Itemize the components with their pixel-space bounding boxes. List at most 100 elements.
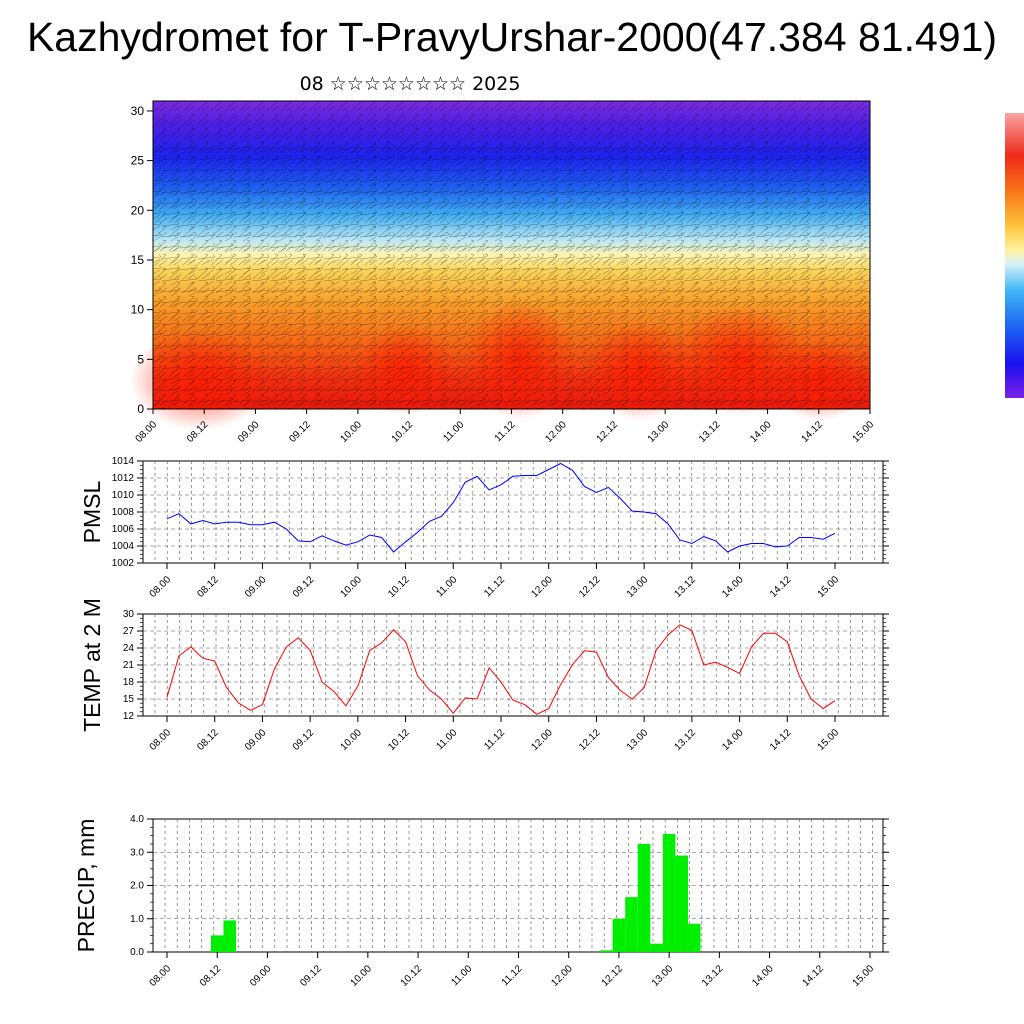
- x-tick-label: 11.12: [493, 419, 518, 444]
- y-tick-label: 1014: [112, 456, 135, 467]
- precip-bar: [210, 935, 224, 952]
- x-tick-label: 12.00: [549, 963, 575, 989]
- y-tick-label: 15: [123, 694, 135, 705]
- x-tick-label: 13.00: [625, 727, 651, 753]
- x-tick-label: 14.00: [720, 727, 746, 753]
- x-tick-label: 11.00: [449, 963, 474, 988]
- x-tick-label: 13.00: [625, 574, 651, 600]
- y-tick-label: 1010: [112, 490, 135, 501]
- pmsl-chart: 1002 1004 1006 1008 1010 1012 1014 08.00 08.12 09…: [79, 456, 889, 600]
- y-tick-label: 18: [123, 677, 135, 688]
- x-tick-label: 13.00: [650, 963, 676, 989]
- x-tick-label: 15.00: [851, 963, 877, 989]
- y-tick-label: 30: [131, 104, 145, 118]
- page-subtitle: 08 ☆☆☆☆☆☆☆☆ 2025: [299, 73, 521, 95]
- y-tick-label: 4.0: [130, 814, 144, 825]
- x-tick-label: 13.12: [700, 963, 726, 989]
- y-tick-label: 1008: [112, 507, 135, 518]
- wind-barbs-layer-2: [153, 141, 870, 409]
- y-tick-label: 0: [137, 402, 144, 416]
- y-tick-label: 5: [137, 352, 144, 366]
- x-tick-label: 09.00: [243, 727, 269, 753]
- y-tick-label: 21: [123, 660, 135, 671]
- x-tick-label: 11.00: [434, 727, 459, 752]
- x-tick-label: 08.00: [148, 574, 174, 600]
- x-tick-label: 10.12: [390, 419, 416, 445]
- x-tick-label: 10.12: [386, 727, 412, 753]
- colorbar: [1005, 113, 1024, 398]
- y-tick-label: 30: [123, 609, 135, 620]
- precip-bar: [637, 843, 651, 952]
- x-tick-label: 09.12: [287, 419, 313, 445]
- x-tick-label: 10.00: [339, 419, 365, 445]
- x-tick-label: 14.12: [799, 419, 825, 445]
- x-tick-label: 14.00: [748, 419, 774, 445]
- precip-bar: [675, 855, 688, 952]
- x-tick-label: 12.12: [595, 419, 621, 445]
- precip-bar: [650, 943, 663, 952]
- y-tick-label: 27: [123, 626, 135, 637]
- x-tick-label: 15.00: [816, 727, 842, 753]
- y-tick-label: 24: [123, 643, 135, 654]
- x-tick-label: 09.00: [248, 963, 274, 989]
- y-axis-label: PMSL: [79, 480, 105, 543]
- x-tick-label: 14.00: [750, 963, 776, 989]
- x-tick-label: 14.00: [720, 574, 746, 600]
- y-tick-label: 2.0: [130, 881, 144, 892]
- x-tick-label: 14.12: [768, 727, 794, 753]
- x-tick-label: 08.12: [198, 963, 224, 989]
- y-tick-label: 10: [131, 303, 145, 317]
- x-tick-label: 13.12: [697, 419, 723, 445]
- y-tick-label: 1.0: [130, 914, 144, 925]
- x-tick-label: 12.00: [529, 574, 555, 600]
- x-tick-label: 13.00: [646, 419, 672, 445]
- x-tick-label: 09.00: [236, 419, 262, 445]
- x-tick-label: 11.12: [500, 963, 525, 988]
- x-tick-label: 08.00: [148, 963, 174, 989]
- x-tick-label: 11.00: [434, 574, 459, 599]
- plot-frame: [142, 613, 884, 717]
- x-tick-label: 12.12: [577, 727, 603, 753]
- x-tick-label: 12.12: [577, 574, 603, 600]
- y-tick-label: 25: [131, 154, 145, 168]
- temp-chart: 12 15 18 21 24 27 30 08.00 08.12 09.00 09.12 10.00 1…: [79, 598, 889, 753]
- precip-bar: [600, 950, 613, 952]
- x-tick-label: 13.12: [673, 727, 699, 753]
- precip-bar: [612, 918, 626, 952]
- y-tick-label: 1012: [112, 473, 135, 484]
- x-tick-label: 09.12: [298, 963, 324, 989]
- precip-bar: [223, 920, 237, 952]
- x-tick-label: 12.00: [529, 727, 555, 753]
- x-tick-label: 12.00: [543, 419, 569, 445]
- precip-bar: [625, 897, 638, 952]
- x-tick-label: 08.12: [195, 727, 221, 753]
- page-title: Kazhydromet for T-PravyUrshar-2000(47.38…: [26, 14, 998, 60]
- precip-bar: [687, 923, 701, 952]
- x-tick-label: 10.12: [399, 963, 425, 989]
- x-tick-label: 15.00: [851, 419, 877, 445]
- x-tick-label: 11.12: [482, 727, 507, 752]
- y-tick-label: 15: [131, 253, 145, 267]
- precip-bar: [662, 833, 676, 952]
- y-tick-label: 1004: [112, 541, 135, 552]
- x-tick-label: 10.00: [339, 574, 365, 600]
- x-tick-label: 08.00: [148, 727, 174, 753]
- x-tick-label: 08.12: [195, 574, 221, 600]
- x-tick-label: 09.12: [291, 727, 317, 753]
- x-tick-label: 11.12: [482, 574, 507, 599]
- y-tick-label: 1006: [112, 524, 135, 535]
- y-axis-label: TEMP at 2 M: [79, 598, 105, 732]
- y-tick-label: 20: [131, 203, 145, 217]
- y-tick-label: 1002: [112, 558, 135, 569]
- x-tick-label: 10.12: [386, 574, 412, 600]
- x-tick-label: 10.00: [339, 727, 365, 753]
- x-tick-label: 13.12: [673, 574, 699, 600]
- x-tick-label: 10.00: [349, 963, 375, 989]
- x-tick-label: 15.00: [816, 574, 842, 600]
- x-tick-label: 12.12: [600, 963, 626, 989]
- colorbar-gradient: [1005, 113, 1024, 398]
- y-axis-label: PRECIP, mm: [73, 819, 99, 953]
- y-tick-label: 3.0: [130, 847, 144, 858]
